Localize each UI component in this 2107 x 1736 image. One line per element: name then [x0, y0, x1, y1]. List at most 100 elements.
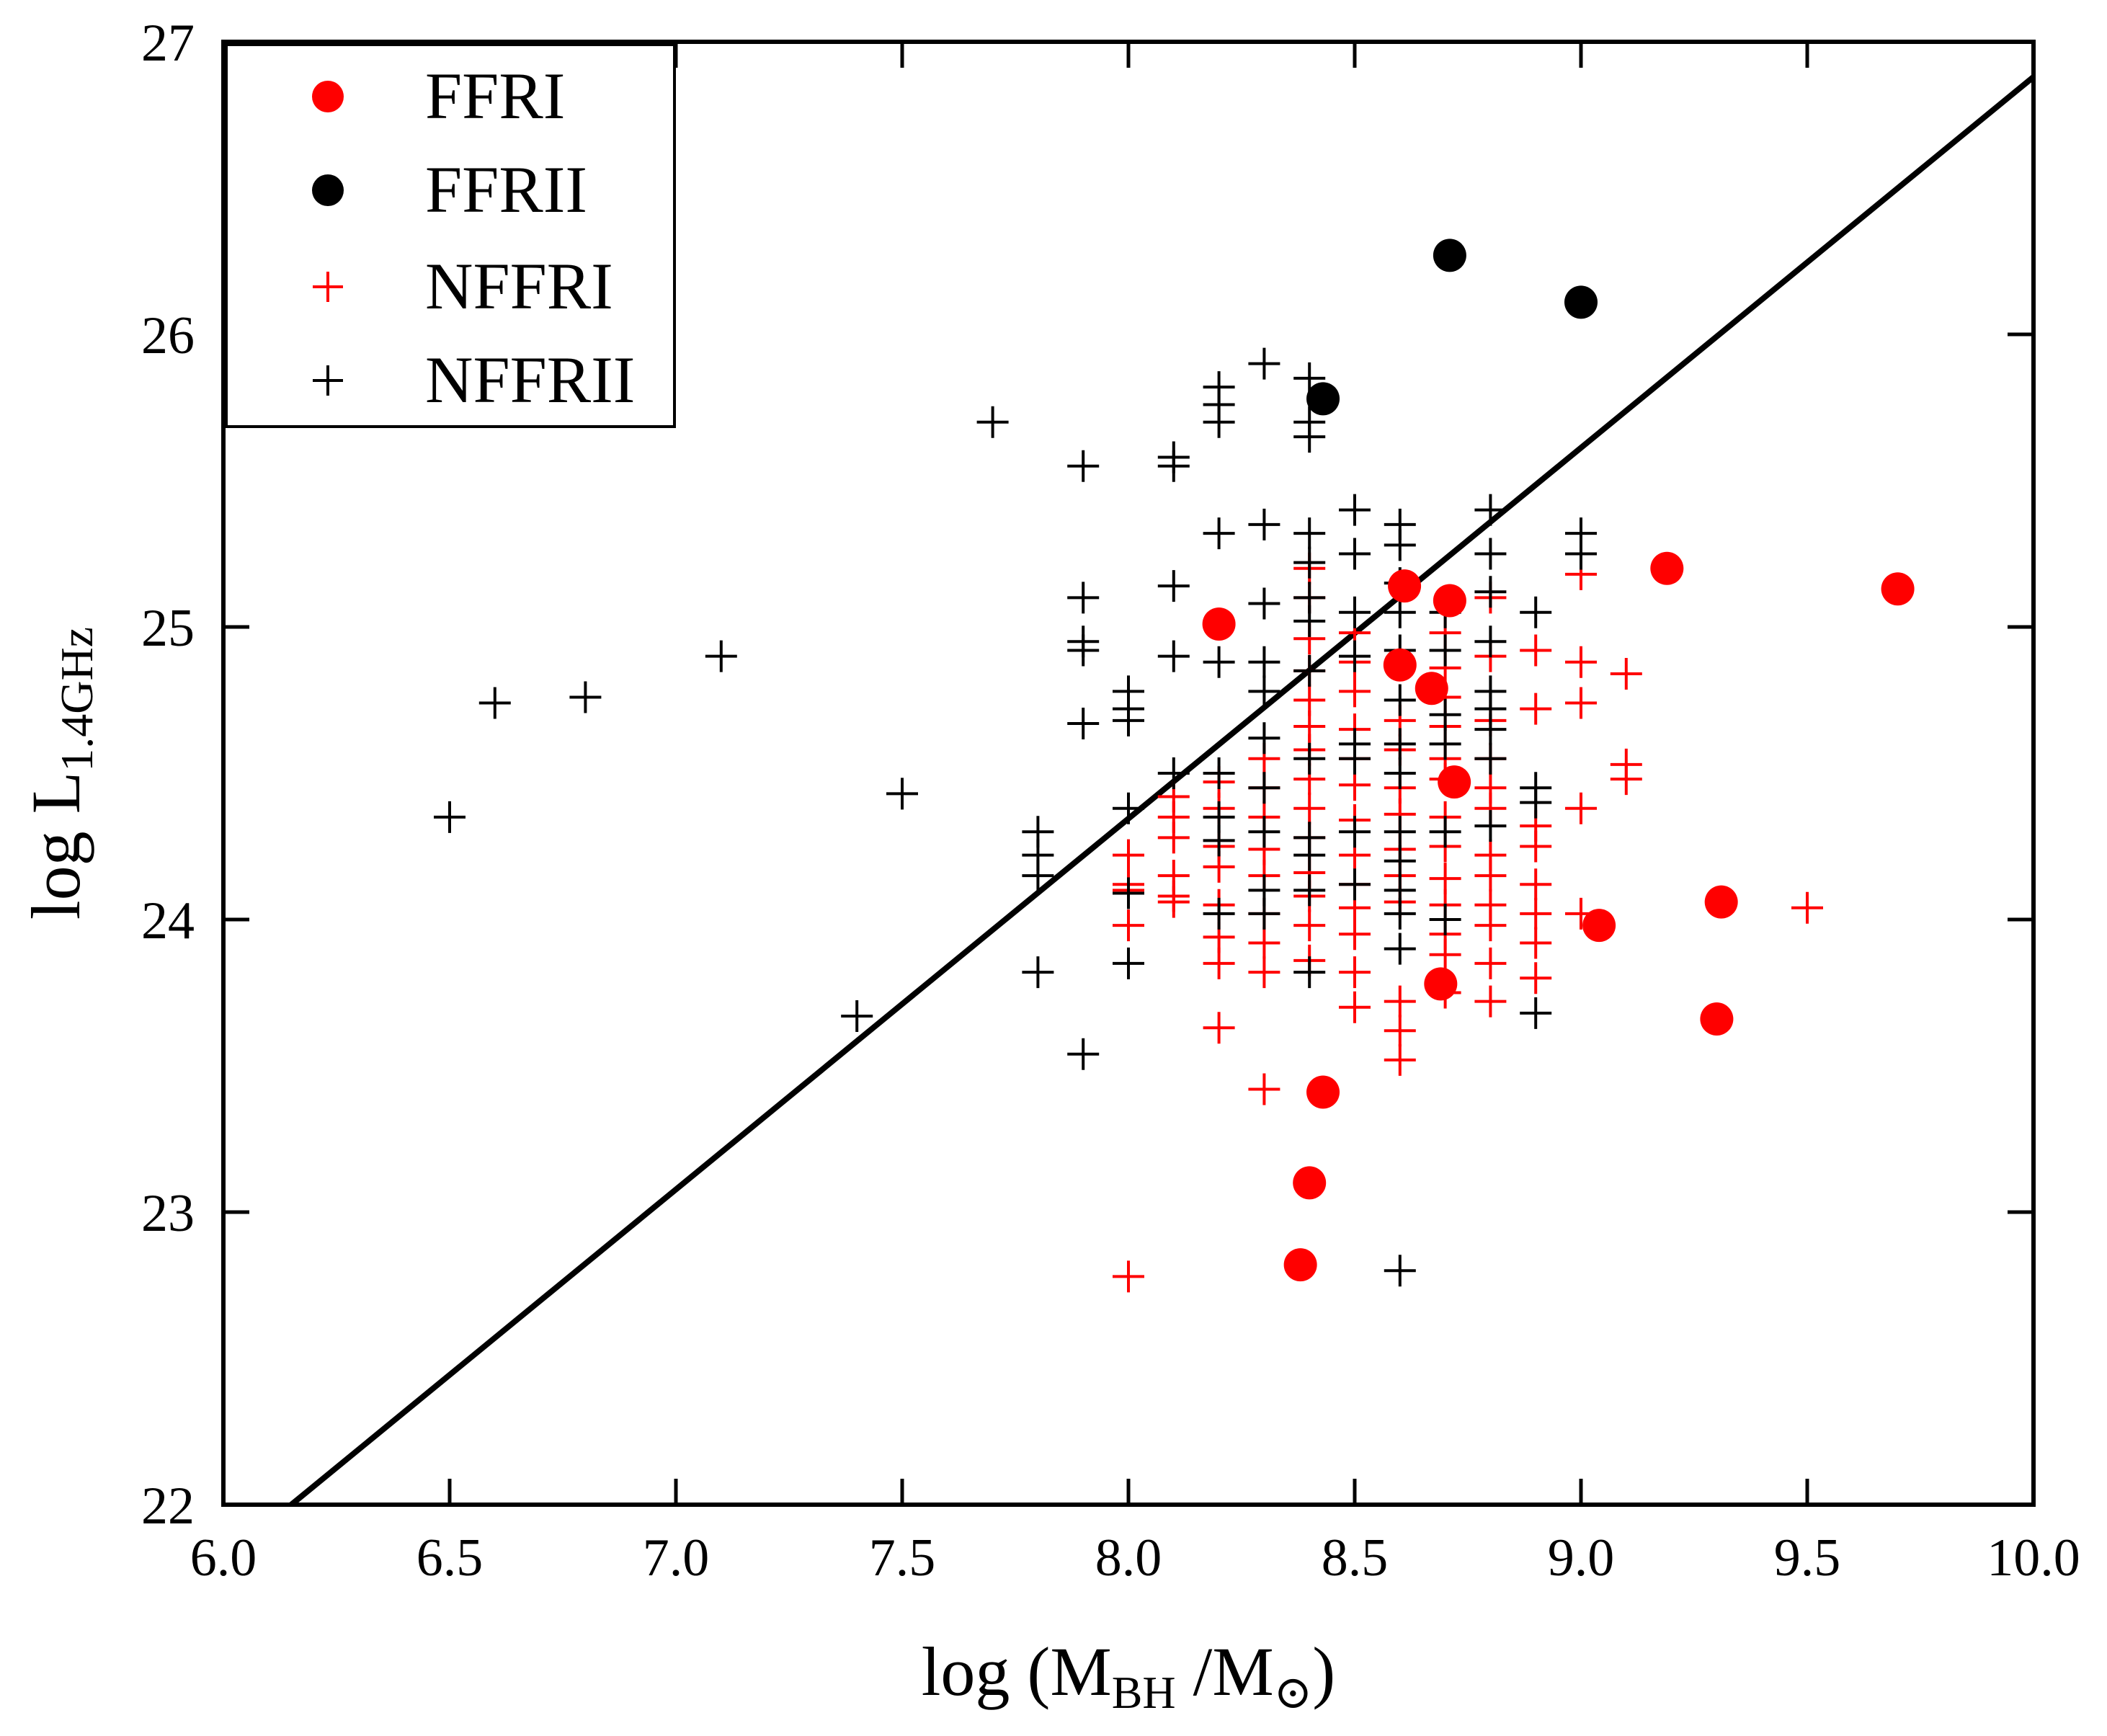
ffri-point	[1202, 607, 1236, 641]
x-tick-label: 8.0	[1095, 1528, 1162, 1588]
nffri-point	[1113, 1260, 1144, 1293]
nffrii-point	[1474, 538, 1507, 570]
nffrii-point	[1293, 582, 1326, 614]
nffri-point	[1157, 880, 1190, 912]
nffrii-point	[1203, 897, 1235, 930]
x-tick-label: 9.5	[1774, 1528, 1841, 1588]
ffrii-point	[1433, 239, 1466, 272]
nffrii-point	[1520, 772, 1552, 804]
nffri-point	[1248, 927, 1280, 959]
series-ffri	[1202, 551, 1915, 1282]
nffrii-point	[1384, 845, 1416, 877]
nffrii-point	[1022, 816, 1054, 848]
nffrii-point	[1384, 1255, 1416, 1287]
nffrii-point	[1248, 874, 1280, 907]
y-tick-label: 22	[141, 1477, 195, 1536]
nffri-point	[1293, 792, 1326, 824]
nffri-point	[1429, 863, 1461, 895]
nffri-point	[1520, 962, 1552, 994]
nffri-point	[1384, 1043, 1416, 1076]
nffrii-point	[1248, 587, 1280, 620]
nffrii-point	[1474, 494, 1507, 526]
nffri-point	[1520, 927, 1552, 959]
nffrii-point	[1293, 822, 1326, 854]
nffrii-point	[1113, 675, 1144, 708]
nffrii-point	[1248, 722, 1280, 755]
x-tick-label: 6.5	[416, 1528, 484, 1588]
nffrii-point	[1157, 640, 1190, 672]
nffrii-point	[1384, 757, 1416, 789]
nffrii-point	[1339, 728, 1371, 760]
nffrii-point	[1429, 904, 1461, 935]
fit-line	[289, 74, 2036, 1508]
nffri-point	[1203, 1012, 1235, 1044]
nffri-point	[1384, 1015, 1416, 1047]
nffrii-point	[1113, 792, 1144, 824]
fit-line-layer	[289, 74, 2036, 1508]
nffrii-point	[1339, 640, 1371, 672]
x-tick-label: 6.0	[190, 1528, 257, 1588]
ffri-point	[1700, 1002, 1734, 1036]
nffri-point	[1113, 909, 1144, 942]
x-tick-label: 7.0	[643, 1528, 710, 1588]
legend-marker-nffri	[313, 272, 343, 302]
nffrii-point	[1203, 517, 1235, 550]
nffrii-point	[1248, 772, 1280, 804]
nffri-point	[1384, 985, 1416, 1018]
nffri-point	[1520, 868, 1552, 901]
x-axis-title: log (MBH /M⊙)	[922, 1633, 1336, 1718]
nffri-point	[1565, 687, 1597, 719]
nffrii-point	[1248, 646, 1280, 678]
nffri-point	[1610, 748, 1642, 780]
nffri-point	[1113, 839, 1144, 871]
nffrii-point	[1384, 508, 1416, 540]
nffri-point	[1339, 956, 1371, 989]
nffrii-point	[1474, 742, 1507, 775]
nffrii-point	[1384, 684, 1416, 716]
legend-marker-nffrii	[313, 365, 343, 396]
nffrii-point	[1203, 646, 1235, 678]
nffrii-point	[1339, 494, 1371, 526]
nffrii-point	[1339, 596, 1371, 628]
x-tick-label: 9.0	[1548, 1528, 1615, 1588]
ffri-point	[1415, 672, 1448, 705]
nffri-point	[1520, 634, 1552, 667]
x-tick-label: 8.5	[1322, 1528, 1389, 1588]
nffrii-point	[478, 687, 511, 719]
ffri-point	[1283, 1248, 1317, 1282]
legend-marker-ffri	[312, 81, 344, 112]
nffrii-point	[1474, 626, 1507, 658]
nffrii-point	[1565, 517, 1597, 550]
nffrii-point	[1293, 517, 1326, 550]
nffrii-point	[1520, 997, 1552, 1029]
nffri-point	[1248, 1073, 1280, 1105]
nffrii-point	[1113, 947, 1144, 979]
nffrii-point	[1203, 371, 1235, 404]
nffrii-point	[1474, 810, 1507, 842]
ffri-point	[1438, 765, 1471, 799]
nffri-point	[1474, 839, 1507, 871]
nffrii-point	[1429, 634, 1461, 667]
nffrii-point	[1022, 956, 1054, 989]
nffrii-point	[1429, 816, 1461, 848]
x-tick-label: 7.5	[869, 1528, 936, 1588]
nffrii-point	[1293, 742, 1326, 775]
nffrii-point	[1203, 757, 1235, 789]
legend-box	[225, 43, 676, 428]
nffrii-point	[1474, 576, 1507, 608]
legend-label-nffrii: NFFRII	[425, 343, 635, 417]
ffri-point	[1383, 648, 1417, 682]
nffrii-point	[1384, 874, 1416, 907]
nffrii-point	[1203, 801, 1235, 833]
y-tick-label: 25	[141, 599, 195, 658]
nffrii-point	[886, 778, 918, 810]
nffri-point	[1610, 657, 1642, 690]
nffrii-point	[1429, 698, 1461, 731]
nffrii-point	[1157, 757, 1190, 789]
nffri-point	[1474, 772, 1507, 804]
nffri-point	[1791, 891, 1823, 924]
nffrii-point	[1248, 347, 1280, 380]
ffrii-point	[1306, 382, 1340, 416]
nffrii-point	[1384, 932, 1416, 965]
